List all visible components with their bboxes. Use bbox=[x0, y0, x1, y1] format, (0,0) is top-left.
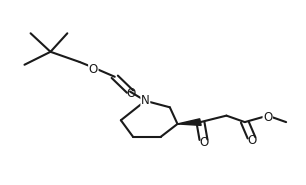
Text: O: O bbox=[200, 136, 209, 149]
Text: O: O bbox=[263, 111, 272, 124]
Polygon shape bbox=[177, 119, 201, 125]
Text: O: O bbox=[126, 88, 136, 100]
Text: O: O bbox=[247, 134, 256, 147]
Text: N: N bbox=[141, 94, 150, 107]
Text: O: O bbox=[89, 63, 98, 76]
